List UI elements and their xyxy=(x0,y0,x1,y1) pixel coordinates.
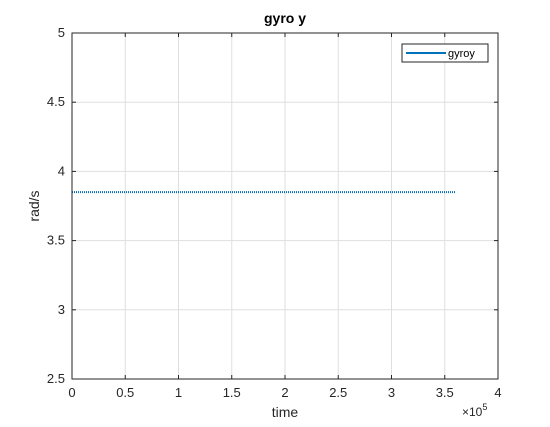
x-axis-label: time xyxy=(272,404,299,420)
y-tick-label: 4 xyxy=(58,163,65,178)
x-tick-label: 0 xyxy=(68,385,75,400)
y-axis-label: rad/s xyxy=(26,190,42,221)
chart-title: gyro y xyxy=(264,10,306,26)
x-tick-label: 1.5 xyxy=(223,385,241,400)
y-tick-label: 3.5 xyxy=(47,233,65,248)
grid xyxy=(72,33,498,379)
tick-labels: 0 0.5 1 1.5 2 2.5 3 3.5 4 2.5 3 3.5 4 4.5 5 xyxy=(47,25,502,400)
x-tick-label: 2 xyxy=(281,385,288,400)
x-tick-label: 2.5 xyxy=(329,385,347,400)
x-tick-label: 3 xyxy=(388,385,395,400)
x-tick-label: 4 xyxy=(494,385,501,400)
legend[interactable]: gyroy xyxy=(401,43,489,63)
y-tick-label: 2.5 xyxy=(47,371,65,386)
x-exponent-power: 5 xyxy=(482,402,487,412)
y-tick-label: 4.5 xyxy=(47,94,65,109)
x-exponent-label: ×105 xyxy=(462,402,487,419)
ticks xyxy=(71,32,499,380)
x-tick-label: 0.5 xyxy=(116,385,134,400)
x-tick-label: 1 xyxy=(175,385,182,400)
x-exponent-base: ×10 xyxy=(462,405,483,419)
y-tick-label: 5 xyxy=(58,25,65,40)
legend-label-gyroy: gyroy xyxy=(448,48,475,60)
y-tick-label: 3 xyxy=(58,302,65,317)
x-tick-label: 3.5 xyxy=(436,385,454,400)
